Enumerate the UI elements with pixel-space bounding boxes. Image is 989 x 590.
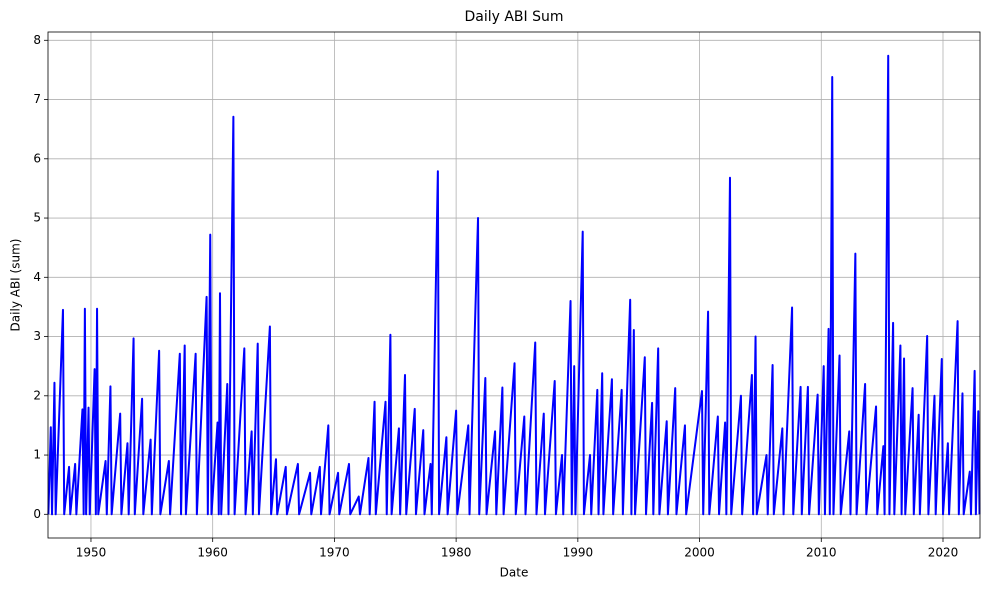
x-tick-label: 2010 (806, 546, 837, 560)
y-tick-label: 4 (33, 270, 41, 284)
x-tick-label: 1970 (319, 546, 350, 560)
x-tick-label: 2000 (684, 546, 715, 560)
chart-title: Daily ABI Sum (464, 9, 563, 25)
y-tick-label: 8 (33, 33, 41, 47)
y-tick-label: 6 (33, 151, 41, 165)
y-tick-label: 0 (33, 507, 41, 521)
y-tick-label: 7 (33, 92, 41, 106)
x-tick-label: 1960 (197, 546, 228, 560)
data-line (47, 54, 981, 516)
x-tick-label: 1980 (441, 546, 472, 560)
y-axis-label: Daily ABI (sum) (9, 239, 23, 332)
plot-frame (47, 31, 981, 539)
y-tick-label: 2 (33, 388, 41, 402)
y-tick-label: 3 (33, 329, 41, 343)
y-tick-label: 1 (33, 448, 41, 462)
x-tick-label: 1950 (76, 546, 107, 560)
x-tick-label: 1990 (563, 546, 594, 560)
x-axis-label: Date (500, 566, 529, 580)
x-tick-label: 2020 (928, 546, 959, 560)
y-tick-label: 5 (33, 211, 41, 225)
